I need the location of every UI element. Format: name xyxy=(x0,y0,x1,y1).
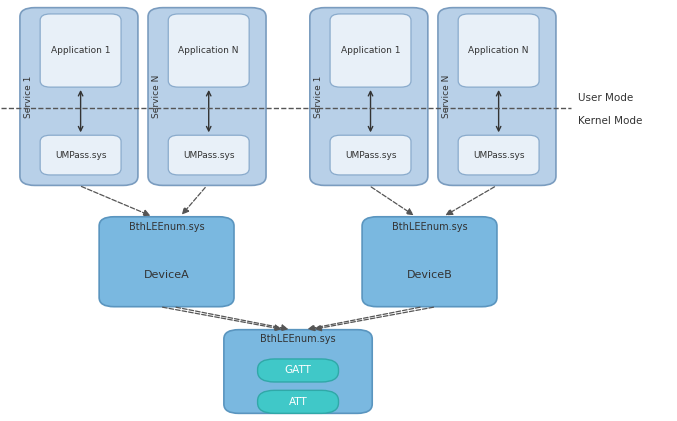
FancyBboxPatch shape xyxy=(330,14,411,87)
Text: BthLEEnum.sys: BthLEEnum.sys xyxy=(129,222,204,232)
FancyBboxPatch shape xyxy=(169,135,249,175)
Text: Application 1: Application 1 xyxy=(51,46,110,55)
Text: Application 1: Application 1 xyxy=(341,46,400,55)
Text: DeviceB: DeviceB xyxy=(407,270,452,280)
Text: Application N: Application N xyxy=(179,46,239,55)
FancyBboxPatch shape xyxy=(257,359,338,382)
FancyBboxPatch shape xyxy=(362,217,497,306)
Text: BthLEEnum.sys: BthLEEnum.sys xyxy=(392,222,467,232)
FancyBboxPatch shape xyxy=(330,135,411,175)
Text: ATT: ATT xyxy=(288,397,307,407)
FancyBboxPatch shape xyxy=(438,8,556,185)
Text: UMPass.sys: UMPass.sys xyxy=(345,151,396,160)
Text: UMPass.sys: UMPass.sys xyxy=(183,151,234,160)
FancyBboxPatch shape xyxy=(224,330,372,413)
FancyBboxPatch shape xyxy=(169,14,249,87)
Text: GATT: GATT xyxy=(284,365,311,376)
Text: Service 1: Service 1 xyxy=(314,75,323,118)
Text: Service 1: Service 1 xyxy=(24,75,33,118)
Text: Service N: Service N xyxy=(152,75,161,118)
FancyBboxPatch shape xyxy=(99,217,234,306)
Text: User Mode: User Mode xyxy=(578,93,633,103)
FancyBboxPatch shape xyxy=(40,14,121,87)
FancyBboxPatch shape xyxy=(40,135,121,175)
FancyBboxPatch shape xyxy=(310,8,428,185)
Text: UMPass.sys: UMPass.sys xyxy=(55,151,106,160)
Text: BthLEEnum.sys: BthLEEnum.sys xyxy=(260,334,336,344)
Text: Kernel Mode: Kernel Mode xyxy=(578,116,642,125)
FancyBboxPatch shape xyxy=(458,14,539,87)
FancyBboxPatch shape xyxy=(257,390,338,413)
Text: Service N: Service N xyxy=(442,75,451,118)
FancyBboxPatch shape xyxy=(20,8,138,185)
Text: DeviceA: DeviceA xyxy=(144,270,190,280)
Text: UMPass.sys: UMPass.sys xyxy=(473,151,525,160)
FancyBboxPatch shape xyxy=(458,135,539,175)
FancyBboxPatch shape xyxy=(148,8,266,185)
Text: Application N: Application N xyxy=(468,46,529,55)
